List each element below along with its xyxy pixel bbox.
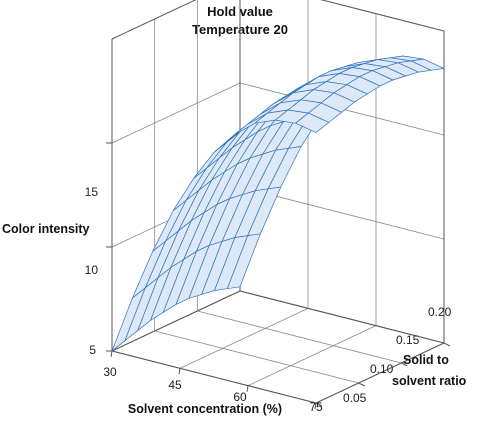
x-tick-label: 75 xyxy=(309,400,323,414)
y-tick-mark xyxy=(401,362,408,367)
x-tick-mark xyxy=(178,368,181,375)
floor-gridline xyxy=(154,330,359,384)
y-tick-label: 0.05 xyxy=(343,391,367,405)
x-tick-mark xyxy=(246,385,249,392)
y-tick-mark xyxy=(443,342,451,347)
x-axis-title: Solvent concentration (%) xyxy=(128,402,282,416)
axis-box-edge xyxy=(111,350,317,404)
label-layer: 30 45 60 75 0.05 0.10 0.15 0.20 5 10 15 … xyxy=(2,185,467,416)
y-axis-title-line-2: solvent ratio xyxy=(392,374,467,388)
y-tick-label: 0.20 xyxy=(428,305,452,319)
y-tick-mark xyxy=(358,382,365,387)
floor-gridline xyxy=(247,325,377,387)
x-tick-label: 30 xyxy=(103,365,117,379)
side-wall-gridline xyxy=(111,82,241,144)
axis-box-edge xyxy=(239,290,445,344)
floor-gridline xyxy=(197,310,402,364)
z-tick-label: 5 xyxy=(89,343,96,357)
z-axis-title: Color intensity xyxy=(2,222,90,236)
x-tick-mark xyxy=(314,402,317,410)
z-tick-label: 15 xyxy=(85,185,99,199)
axis-box-edge xyxy=(315,342,445,404)
axis-box-edge xyxy=(111,0,197,40)
z-tick-label: 10 xyxy=(85,263,99,277)
x-tick-mark xyxy=(110,350,113,358)
surface-cell xyxy=(295,112,330,133)
surface-layer xyxy=(111,55,445,352)
floor-gridline xyxy=(179,307,309,369)
x-tick-label: 60 xyxy=(233,390,247,404)
x-tick-label: 45 xyxy=(168,378,182,392)
y-tick-label: 0.10 xyxy=(370,362,394,376)
y-tick-mark xyxy=(315,402,323,407)
axis-box-edge xyxy=(320,0,445,32)
y-axis-title-line-1: Solid to xyxy=(403,353,449,367)
y-tick-label: 0.15 xyxy=(396,333,420,347)
axis-box-edge xyxy=(111,290,241,352)
